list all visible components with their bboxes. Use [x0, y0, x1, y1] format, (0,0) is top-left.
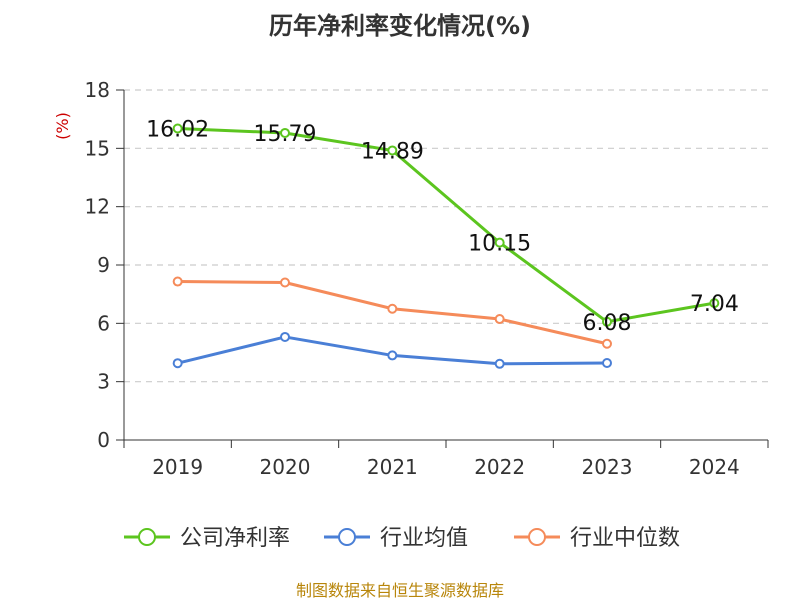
data-label: 14.89	[361, 139, 424, 164]
data-point	[280, 277, 290, 288]
x-tick-label: 2024	[689, 455, 740, 479]
source-note: 制图数据来自恒生聚源数据库	[296, 581, 504, 600]
y-tick-label: 15	[85, 136, 110, 160]
data-point	[387, 350, 398, 361]
grid-lines	[124, 89, 768, 383]
series-line-0	[177, 127, 715, 324]
data-point	[494, 314, 505, 325]
data-labels: 16.02 15.79 14.89 10.15 6.08 7.04	[146, 118, 739, 336]
legend-marker	[338, 528, 356, 546]
data-point	[602, 338, 612, 349]
data-point	[602, 316, 612, 327]
x-tick-label: 2021	[367, 455, 418, 479]
data-point	[280, 127, 290, 138]
data-label: 10.15	[468, 232, 531, 257]
data-label: 6.08	[583, 311, 632, 336]
data-point	[387, 145, 398, 156]
legend: 公司净利率 行业均值 行业中位数	[124, 526, 680, 551]
chart-title: 历年净利率变化情况(%)	[269, 12, 531, 40]
legend-marker	[528, 528, 546, 546]
data-point	[709, 298, 720, 309]
legend-label: 行业中位数	[570, 526, 680, 551]
data-point	[387, 303, 398, 314]
axes: 0 3 6 9 12 15 18 2019 2020 2021 2022 2023 2024	[85, 78, 769, 479]
x-tick-label: 2022	[474, 455, 525, 479]
legend-label: 公司净利率	[180, 526, 290, 551]
data-label: 7.04	[690, 292, 739, 317]
y-tick-label: 18	[85, 78, 110, 102]
data-label: 15.79	[254, 122, 317, 147]
y-tick-label: 3	[97, 370, 110, 394]
data-point	[172, 123, 183, 134]
y-tick-label: 9	[97, 253, 110, 277]
legend-label: 行业均值	[380, 526, 468, 551]
data-point	[280, 331, 290, 342]
data-point	[172, 358, 183, 369]
data-point	[494, 358, 505, 369]
x-tick-label: 2019	[152, 455, 203, 479]
legend-marker	[138, 528, 156, 546]
y-axis-unit-label: (%)	[53, 112, 72, 140]
y-tick-label: 6	[97, 311, 110, 335]
data-label: 16.02	[146, 118, 209, 143]
y-tick-label: 0	[97, 428, 110, 452]
data-point	[602, 358, 612, 368]
x-tick-label: 2020	[260, 455, 311, 479]
x-tick-label: 2023	[582, 455, 633, 479]
data-point	[494, 237, 505, 248]
y-tick-label: 12	[85, 195, 110, 219]
series-lines	[172, 123, 720, 369]
data-point	[172, 276, 183, 287]
